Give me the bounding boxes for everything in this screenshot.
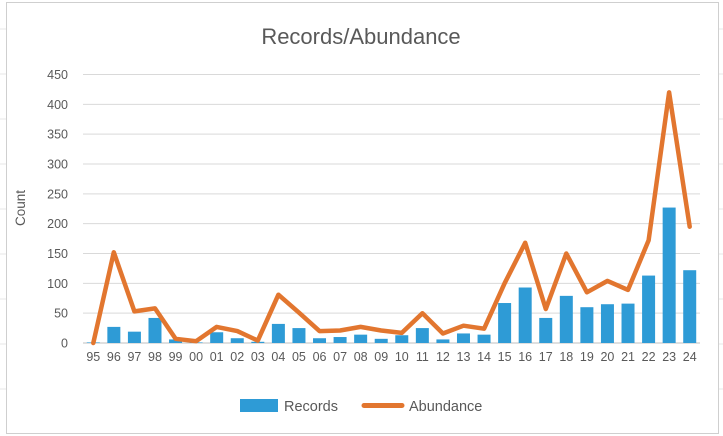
bar-96 [107, 326, 121, 343]
x-tick-label: 06 [313, 350, 327, 364]
bar-23 [662, 207, 676, 343]
x-tick-label: 22 [642, 350, 656, 364]
bar-07 [333, 337, 347, 343]
y-axis-title: Count [13, 190, 28, 226]
bar-19 [580, 307, 594, 343]
records-bar-series [86, 207, 697, 343]
abundance-line-series [91, 90, 692, 346]
x-tick-label: 17 [539, 350, 553, 364]
x-tick-label: 08 [354, 350, 368, 364]
x-tick-label: 01 [210, 350, 224, 364]
x-tick-label: 97 [127, 350, 141, 364]
y-tick-label: 200 [47, 217, 68, 231]
bar-21 [621, 303, 635, 343]
x-tick-label: 24 [683, 350, 697, 364]
x-tick-label: 10 [395, 350, 409, 364]
x-tick-label: 14 [477, 350, 491, 364]
x-tick-label: 96 [107, 350, 121, 364]
bar-09 [374, 338, 388, 343]
x-tick-label: 99 [169, 350, 183, 364]
y-tick-label: 150 [47, 247, 68, 261]
bar-08 [354, 334, 368, 343]
bar-18 [559, 295, 573, 343]
x-tick-label: 98 [148, 350, 162, 364]
bar-97 [127, 331, 141, 343]
legend-records-swatch-icon [240, 399, 278, 412]
bar-15 [498, 303, 512, 343]
bar-22 [642, 275, 656, 343]
y-axis-tick-labels: 0 50 100 150 200 250 300 350 400 450 [47, 68, 68, 351]
y-tick-label: 0 [61, 337, 68, 351]
bar-04 [271, 323, 285, 343]
bar-16 [518, 287, 532, 343]
x-tick-label: 18 [559, 350, 573, 364]
x-tick-label: 95 [86, 350, 100, 364]
bar-05 [292, 328, 306, 343]
legend-records-label: Records [284, 399, 338, 415]
x-tick-label: 16 [518, 350, 532, 364]
sheet-gridline-stubs [0, 28, 723, 390]
bar-14 [477, 334, 491, 343]
bar-99 [169, 339, 183, 343]
x-tick-label: 23 [662, 350, 676, 364]
x-tick-label: 20 [600, 350, 614, 364]
x-axis-tick-labels: 95 96 97 98 99 00 01 02 03 04 05 06 07 08 09 10 11 12 13 14… [86, 350, 696, 364]
bar-17 [539, 317, 553, 343]
bar-06 [313, 338, 327, 343]
x-tick-label: 05 [292, 350, 306, 364]
bar-10 [395, 335, 409, 343]
bar-12 [436, 339, 450, 343]
x-tick-label: 02 [230, 350, 244, 364]
x-tick-label: 03 [251, 350, 265, 364]
legend: Records Abundance [240, 399, 482, 415]
y-tick-label: 250 [47, 187, 68, 201]
legend-abundance-label: Abundance [409, 399, 482, 415]
y-tick-label: 400 [47, 98, 68, 112]
bar-13 [456, 333, 470, 343]
bar-11 [415, 328, 429, 343]
y-tick-label: 450 [47, 68, 68, 82]
bar-20 [600, 304, 614, 343]
x-tick-label: 15 [498, 350, 512, 364]
bar-01 [210, 332, 224, 343]
bar-98 [148, 317, 162, 343]
x-tick-label: 21 [621, 350, 635, 364]
x-tick-label: 07 [333, 350, 347, 364]
x-tick-label: 19 [580, 350, 594, 364]
y-tick-label: 100 [47, 277, 68, 291]
y-tick-label: 350 [47, 128, 68, 142]
plot-gridlines [83, 74, 700, 344]
y-tick-label: 50 [54, 307, 68, 321]
y-tick-label: 300 [47, 158, 68, 172]
x-tick-label: 12 [436, 350, 450, 364]
x-tick-label: 11 [416, 350, 429, 364]
x-tick-label: 13 [457, 350, 471, 364]
bar-24 [683, 270, 697, 343]
x-tick-label: 00 [189, 350, 203, 364]
chart-frame [6, 2, 719, 434]
chart-title: Records/Abundance [261, 24, 460, 49]
x-tick-label: 09 [374, 350, 388, 364]
x-tick-label: 04 [271, 350, 285, 364]
bar-02 [230, 338, 244, 343]
